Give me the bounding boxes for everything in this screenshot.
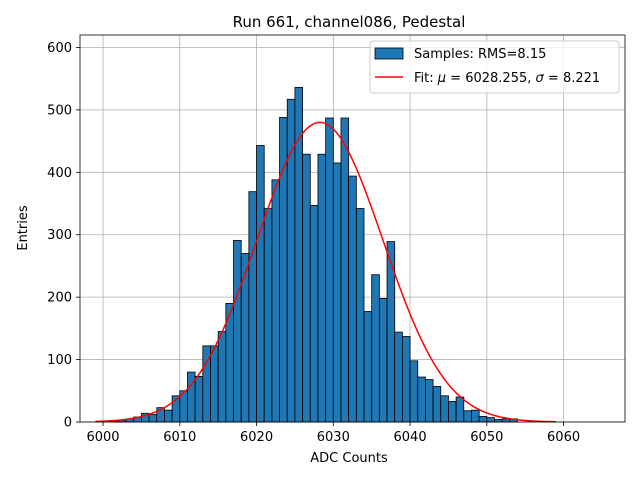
histogram-bar bbox=[355, 208, 365, 423]
histogram-bar bbox=[448, 401, 457, 423]
histogram-bar bbox=[340, 117, 350, 423]
y-tick-label: 100 bbox=[47, 353, 72, 368]
x-tick-label: 6040 bbox=[394, 430, 427, 445]
legend-fit-prefix: Fit: bbox=[414, 71, 438, 86]
histogram-bar bbox=[317, 153, 327, 423]
legend-histogram-label: Samples: RMS=8.15 bbox=[414, 47, 546, 62]
legend: Samples: RMS=8.15 Fit: μ = 6028.255, σ =… bbox=[369, 40, 620, 94]
histogram-bar bbox=[325, 117, 334, 423]
histogram-bar bbox=[378, 298, 388, 423]
plot-frame bbox=[79, 34, 626, 423]
histogram-bar bbox=[263, 208, 273, 423]
legend-fit-mu-value: 6028.255 bbox=[465, 71, 527, 86]
histogram-bar bbox=[478, 415, 488, 423]
y-tick-label: 0 bbox=[64, 416, 72, 431]
histogram-bars bbox=[110, 87, 518, 423]
histogram-bar bbox=[148, 414, 158, 423]
histogram-bar bbox=[363, 311, 373, 423]
y-tick-label: 400 bbox=[47, 166, 72, 181]
histogram-bar bbox=[455, 396, 465, 423]
x-axis-label: ADC Counts bbox=[310, 451, 388, 466]
legend-fit-sigma-value: 8.221 bbox=[563, 71, 600, 86]
legend-fit-sigma-symbol: σ bbox=[536, 71, 545, 86]
y-tick-label: 200 bbox=[47, 291, 72, 306]
histogram-bar bbox=[371, 274, 380, 423]
histogram-bar bbox=[187, 371, 196, 423]
histogram-bar bbox=[417, 376, 426, 423]
y-axis-label: Entries bbox=[16, 205, 31, 251]
fit-curve bbox=[95, 121, 556, 423]
histogram-bar bbox=[309, 205, 319, 423]
histogram-bar bbox=[217, 331, 227, 423]
chart-title: Run 661, channel086, Pedestal bbox=[233, 13, 466, 31]
x-axis-ticks: 6000 6010 6020 6030 6040 6050 6060 bbox=[86, 422, 580, 445]
y-tick-label: 500 bbox=[47, 103, 72, 118]
histogram-bar bbox=[332, 162, 342, 423]
legend-fit-label: Fit: μ = 6028.255, σ = 8.221 bbox=[414, 71, 600, 86]
histogram-bar bbox=[425, 379, 434, 423]
histogram-bar bbox=[432, 386, 442, 423]
histogram-bar bbox=[501, 418, 511, 423]
histogram-bar bbox=[394, 331, 403, 423]
histogram-bar bbox=[164, 409, 173, 423]
histogram-bar bbox=[271, 179, 280, 423]
legend-histogram-patch bbox=[374, 47, 404, 60]
histogram-bar bbox=[440, 395, 449, 423]
histogram-bar bbox=[256, 145, 265, 423]
legend-fit-mu-symbol: μ bbox=[437, 71, 446, 86]
x-tick-label: 6000 bbox=[86, 430, 119, 445]
histogram-bar bbox=[210, 345, 219, 423]
x-tick-label: 6050 bbox=[470, 430, 503, 445]
histogram-bar bbox=[486, 417, 495, 423]
y-axis-ticks: 0 100 200 300 400 500 600 bbox=[47, 41, 80, 431]
histogram-bar bbox=[194, 376, 204, 423]
y-tick-label: 600 bbox=[47, 41, 72, 56]
histogram-bar bbox=[471, 409, 480, 423]
histogram-bar bbox=[248, 191, 257, 423]
x-tick-label: 6020 bbox=[240, 430, 273, 445]
histogram-bar bbox=[233, 239, 242, 423]
x-tick-label: 6030 bbox=[317, 430, 350, 445]
histogram-bar bbox=[463, 410, 472, 423]
histogram-bar bbox=[409, 360, 419, 423]
x-tick-label: 6060 bbox=[547, 430, 580, 445]
histogram-bar bbox=[302, 153, 311, 423]
x-tick-label: 6010 bbox=[163, 430, 196, 445]
histogram-bar bbox=[240, 253, 250, 423]
legend-box bbox=[369, 40, 620, 94]
histogram-bar bbox=[348, 175, 357, 423]
histogram-bar bbox=[401, 336, 411, 423]
y-tick-label: 300 bbox=[47, 228, 72, 243]
